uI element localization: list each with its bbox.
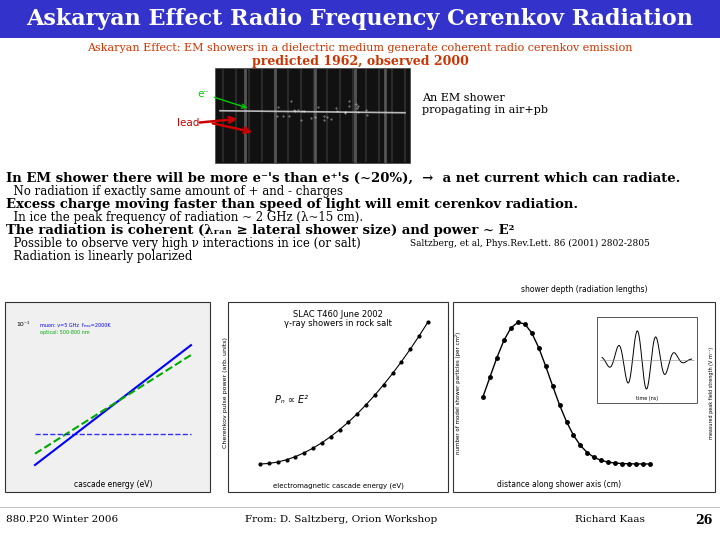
Text: 26: 26 bbox=[695, 514, 712, 526]
Text: From: D. Saltzberg, Orion Workshop: From: D. Saltzberg, Orion Workshop bbox=[245, 516, 437, 524]
Text: Askaryan Effect: EM showers in a dielectric medium generate coherent radio ceren: Askaryan Effect: EM showers in a dielect… bbox=[87, 43, 633, 53]
Text: electromagnetic cascade energy (eV): electromagnetic cascade energy (eV) bbox=[273, 483, 403, 489]
Bar bbox=[5, 302, 210, 492]
Text: Pₙ ∝ E²: Pₙ ∝ E² bbox=[275, 395, 308, 405]
Text: shower depth (radiation lengths): shower depth (radiation lengths) bbox=[521, 285, 647, 294]
Text: No radiation if exactly same amount of + and - charges: No radiation if exactly same amount of +… bbox=[6, 185, 343, 198]
Bar bbox=[0, 0, 720, 38]
Text: Richard Kaas: Richard Kaas bbox=[575, 516, 645, 524]
Text: Possible to observe very high ν interactions in ice (or salt): Possible to observe very high ν interact… bbox=[6, 237, 361, 250]
Text: Radiation is linearly polarized: Radiation is linearly polarized bbox=[6, 250, 192, 263]
Text: time (ns): time (ns) bbox=[636, 396, 658, 401]
Text: cascade energy (eV): cascade energy (eV) bbox=[73, 480, 152, 489]
Text: lead: lead bbox=[177, 118, 199, 128]
Text: The radiation is coherent (λᵣₐₙ ≥ lateral shower size) and power ~ E²: The radiation is coherent (λᵣₐₙ ≥ latera… bbox=[6, 224, 514, 237]
Text: SLAC T460 June 2002: SLAC T460 June 2002 bbox=[293, 310, 383, 319]
Text: In EM shower there will be more e⁻'s than e⁺'s (~20%),  →  a net current which c: In EM shower there will be more e⁻'s tha… bbox=[6, 172, 680, 185]
Text: Cherenkov pulse power (arb. units): Cherenkov pulse power (arb. units) bbox=[223, 338, 228, 448]
Bar bbox=[453, 302, 715, 492]
Text: number of model shower particles (per cm²): number of model shower particles (per cm… bbox=[455, 332, 461, 454]
Text: An EM shower
propagating in air+pb: An EM shower propagating in air+pb bbox=[422, 93, 548, 114]
Text: 10⁻¹: 10⁻¹ bbox=[17, 322, 30, 327]
Text: predicted 1962, observed 2000: predicted 1962, observed 2000 bbox=[251, 55, 469, 68]
Text: In ice the peak frequency of radiation ~ 2 GHz (λ~15 cm).: In ice the peak frequency of radiation ~… bbox=[6, 211, 363, 224]
Text: Excess charge moving faster than speed of light will emit cerenkov radiation.: Excess charge moving faster than speed o… bbox=[6, 198, 578, 211]
Bar bbox=[228, 302, 448, 492]
Text: γ-ray showers in rock salt: γ-ray showers in rock salt bbox=[284, 319, 392, 328]
Text: muon: v=5 GHz  fₘₐₓ=2000K: muon: v=5 GHz fₘₐₓ=2000K bbox=[40, 323, 111, 328]
Bar bbox=[597, 317, 697, 403]
Text: distance along shower axis (cm): distance along shower axis (cm) bbox=[497, 480, 621, 489]
Text: measured peak field strength (V m⁻¹): measured peak field strength (V m⁻¹) bbox=[708, 347, 714, 439]
Text: Saltzberg, et al, Phys.Rev.Lett. 86 (2001) 2802-2805: Saltzberg, et al, Phys.Rev.Lett. 86 (200… bbox=[410, 239, 650, 248]
Text: e⁻: e⁻ bbox=[197, 89, 246, 108]
Bar bbox=[215, 68, 410, 163]
Text: Askaryan Effect Radio Frequency Cerenkov Radiation: Askaryan Effect Radio Frequency Cerenkov… bbox=[27, 8, 693, 30]
Text: optical: 500-800 nm: optical: 500-800 nm bbox=[40, 330, 89, 335]
Text: 880.P20 Winter 2006: 880.P20 Winter 2006 bbox=[6, 516, 118, 524]
